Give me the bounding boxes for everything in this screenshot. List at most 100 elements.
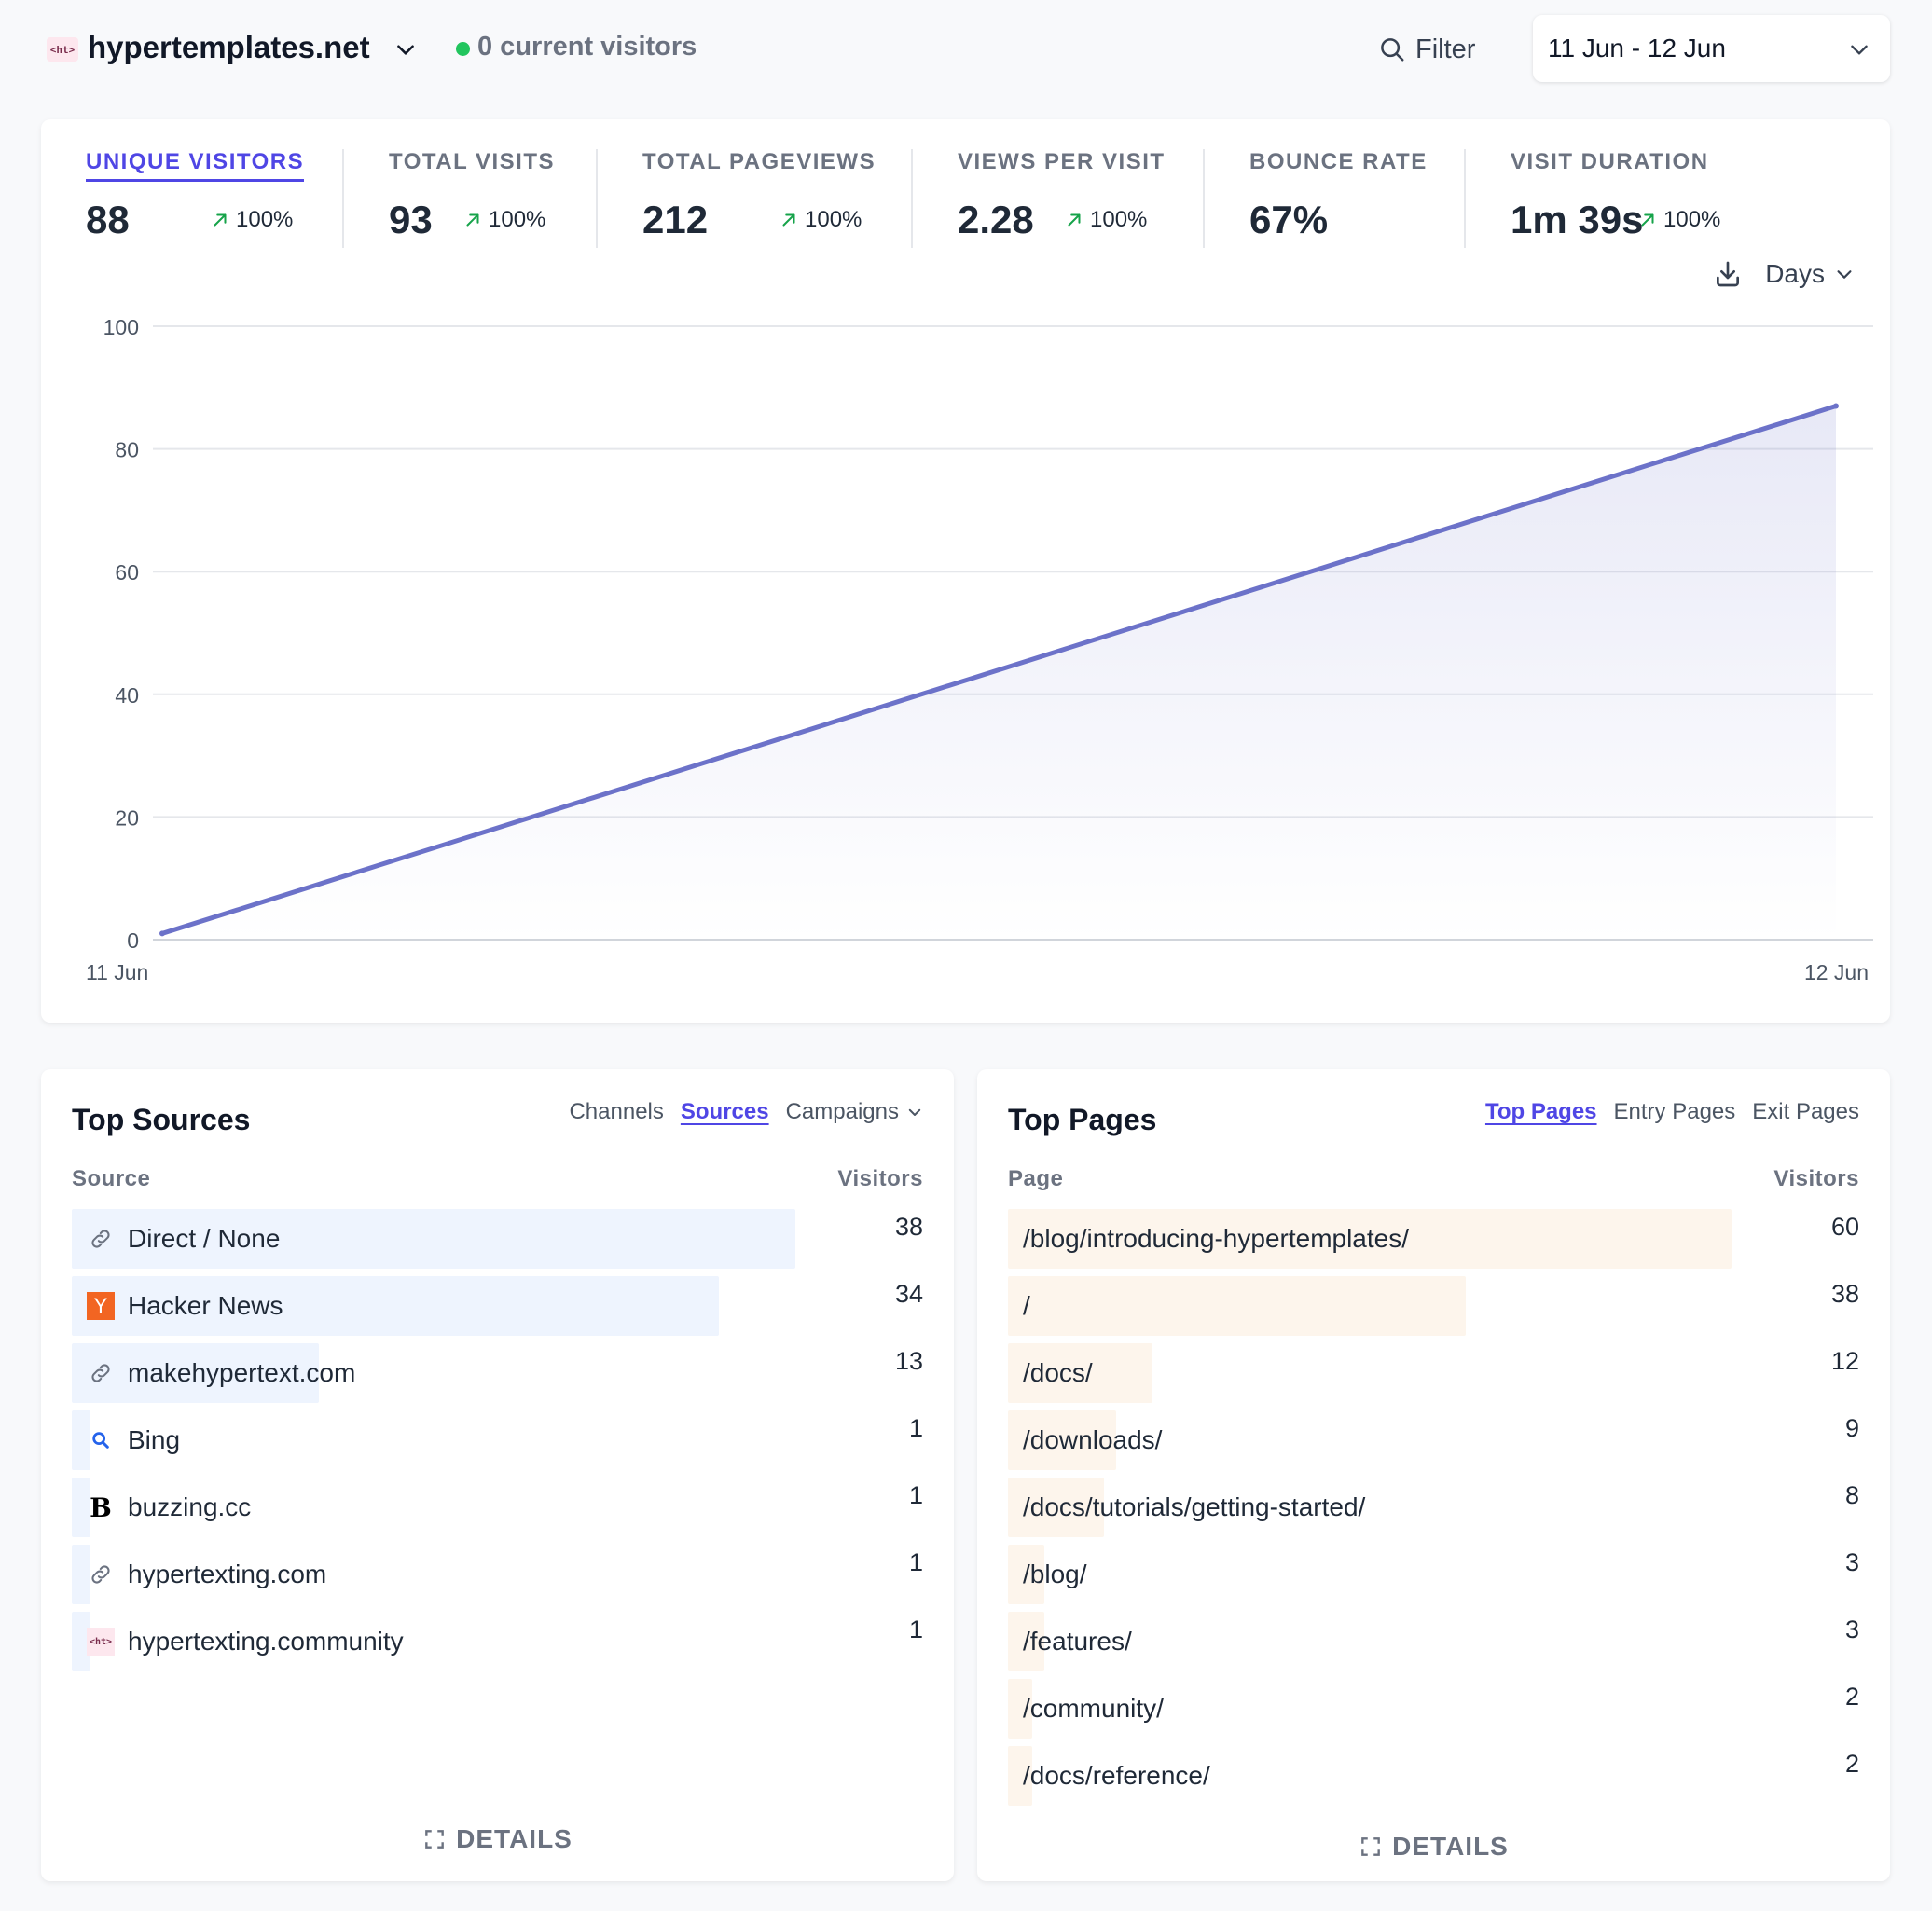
date-range-picker[interactable]: 11 Jun - 12 Jun <box>1533 15 1890 82</box>
buzzing-icon: B <box>90 1492 112 1523</box>
link-icon <box>87 1560 115 1588</box>
list-item[interactable]: Direct / None 38 <box>72 1209 923 1276</box>
list-item-label[interactable]: /docs/reference/ <box>1023 1761 1210 1790</box>
metric-change: 100% <box>1637 207 1720 233</box>
list-item-value: 38 <box>1830 1280 1859 1308</box>
visitors-bar <box>72 1478 90 1537</box>
list-item-label[interactable]: /blog/ <box>1023 1560 1087 1588</box>
list-item[interactable]: /blog/3 <box>1008 1545 1859 1612</box>
current-visitors[interactable]: 0 current visitors <box>477 32 697 62</box>
tab-channels[interactable]: Channels <box>569 1099 664 1124</box>
list-item-label[interactable]: / <box>1023 1291 1030 1320</box>
site-switcher-chevron-icon[interactable] <box>393 37 418 62</box>
series-line[interactable] <box>159 404 1839 936</box>
metric-total-visits[interactable]: TOTAL VISITS 93 100% <box>389 149 556 241</box>
pages-tabs: Top Pages Entry Pages Exit Pages <box>1485 1099 1859 1125</box>
visitors-bar <box>72 1545 90 1604</box>
sources-tabs: Channels Sources Campaigns <box>569 1099 923 1125</box>
list-item[interactable]: /docs/12 <box>1008 1343 1859 1410</box>
list-item-label[interactable]: Direct / None <box>128 1224 281 1253</box>
list-item[interactable]: Bing 1 <box>72 1410 923 1478</box>
tab-entry-pages[interactable]: Entry Pages <box>1613 1099 1736 1124</box>
list-item-value: 1 <box>908 1548 923 1576</box>
arrow-up-right-icon <box>1068 213 1081 227</box>
visitors-bar <box>1008 1612 1044 1671</box>
list-item-label[interactable]: Hacker News <box>128 1291 283 1320</box>
list-item-value: 38 <box>894 1213 923 1241</box>
interval-select[interactable]: Days <box>1765 259 1855 289</box>
list-item-label[interactable]: hypertexting.community <box>128 1627 404 1656</box>
metric-divider <box>1203 149 1205 248</box>
list-item[interactable]: makehypertext.com 13 <box>72 1343 923 1410</box>
visitors-bar <box>1008 1276 1466 1336</box>
list-item-value: 60 <box>1830 1213 1859 1241</box>
list-item-label-wrap: Y Hacker News <box>87 1276 283 1336</box>
list-item[interactable]: <ht> hypertexting.community 1 <box>72 1612 923 1679</box>
metric-change-value: 100% <box>1663 207 1721 232</box>
list-item-label[interactable]: /downloads/ <box>1023 1425 1163 1454</box>
download-icon[interactable] <box>1713 259 1743 289</box>
list-item-label[interactable]: Bing <box>128 1425 181 1454</box>
list-item-label[interactable]: /blog/introducing-hypertemplates/ <box>1023 1224 1410 1253</box>
metric-value: 2.28 <box>958 198 1034 241</box>
list-item-label[interactable]: /features/ <box>1023 1627 1132 1656</box>
tab-top-pages[interactable]: Top Pages <box>1484 1099 1597 1124</box>
list-item[interactable]: /blog/introducing-hypertemplates/60 <box>1008 1209 1859 1276</box>
metric-divider <box>1464 149 1466 248</box>
sources-details-button[interactable]: DETAILS <box>41 1824 954 1854</box>
list-item-label[interactable]: makehypertext.com <box>128 1358 356 1387</box>
tab-exit-pages[interactable]: Exit Pages <box>1752 1099 1859 1124</box>
list-item-value: 3 <box>1844 1548 1859 1576</box>
list-item-value: 34 <box>894 1280 923 1308</box>
list-item[interactable]: /downloads/9 <box>1008 1410 1859 1478</box>
list-item-label[interactable]: /docs/ <box>1023 1358 1093 1387</box>
metric-views-per-visit[interactable]: VIEWS PER VISIT 2.28 100% <box>958 149 1166 241</box>
stats-card: 0 20 40 60 80 100 11 Jun 12 Jun UNIQUE VISITORS… <box>41 119 1890 1023</box>
list-item[interactable]: /features/3 <box>1008 1612 1859 1679</box>
list-item-value: 1 <box>908 1414 923 1442</box>
site-name[interactable]: hypertemplates.net <box>88 30 370 64</box>
list-item-label[interactable]: /community/ <box>1023 1694 1164 1723</box>
expand-icon <box>425 1830 444 1849</box>
list-item[interactable]: / 38 <box>1008 1276 1859 1343</box>
tab-sources[interactable]: Sources <box>680 1099 769 1124</box>
visitors-bar <box>1008 1746 1032 1806</box>
list-item[interactable]: Y Hacker News 34 <box>72 1276 923 1343</box>
filter-button[interactable]: Filter <box>1378 28 1475 71</box>
list-item[interactable]: /community/2 <box>1008 1679 1859 1746</box>
list-item-label[interactable]: hypertexting.com <box>128 1560 327 1588</box>
list-item[interactable]: /docs/tutorials/getting-started/8 <box>1008 1478 1859 1545</box>
list-item-label[interactable]: buzzing.cc <box>128 1492 252 1521</box>
bing-search-icon <box>87 1426 115 1454</box>
tab-campaigns[interactable]: Campaigns <box>786 1099 923 1125</box>
list-item[interactable]: /docs/reference/2 <box>1008 1746 1859 1813</box>
metric-value: 67% <box>1249 198 1329 241</box>
y-tick-label: 100 <box>104 315 139 339</box>
y-tick-label: 0 <box>127 928 139 953</box>
metric-total-pageviews[interactable]: TOTAL PAGEVIEWS 212 100% <box>642 149 876 241</box>
list-item-label[interactable]: /docs/tutorials/getting-started/ <box>1023 1492 1366 1521</box>
list-item-value: 9 <box>1844 1414 1859 1442</box>
top-pages-title: Top Pages <box>1008 1103 1157 1136</box>
metric-value: 88 <box>86 198 130 241</box>
chevron-down-icon <box>1851 45 1868 55</box>
metric-visit-duration[interactable]: VISIT DURATION 1m 39s 100% <box>1511 149 1720 241</box>
visitors-bar <box>1008 1679 1032 1739</box>
hacker-news-icon: Y <box>87 1292 115 1320</box>
list-item-label-wrap: /docs/reference/ <box>1023 1746 1210 1806</box>
data-point[interactable] <box>1833 403 1839 409</box>
list-item[interactable]: hypertexting.com 1 <box>72 1545 923 1612</box>
list-item-label-wrap: Direct / None <box>87 1209 280 1269</box>
metric-value: 93 <box>389 198 433 241</box>
expand-icon <box>1361 1837 1380 1856</box>
data-point[interactable] <box>159 930 165 937</box>
metric-label: TOTAL VISITS <box>389 149 556 174</box>
list-item-value: 8 <box>1844 1481 1859 1509</box>
metric-bounce-rate[interactable]: BOUNCE RATE 67% <box>1249 149 1428 241</box>
list-item-label-wrap: /blog/ <box>1023 1545 1087 1604</box>
metric-unique-visitors[interactable]: UNIQUE VISITORS 88 100% <box>86 149 305 241</box>
metric-label: VIEWS PER VISIT <box>958 149 1166 174</box>
pages-details-button[interactable]: DETAILS <box>977 1832 1890 1862</box>
list-item-label-wrap: /blog/introducing-hypertemplates/ <box>1023 1209 1409 1269</box>
